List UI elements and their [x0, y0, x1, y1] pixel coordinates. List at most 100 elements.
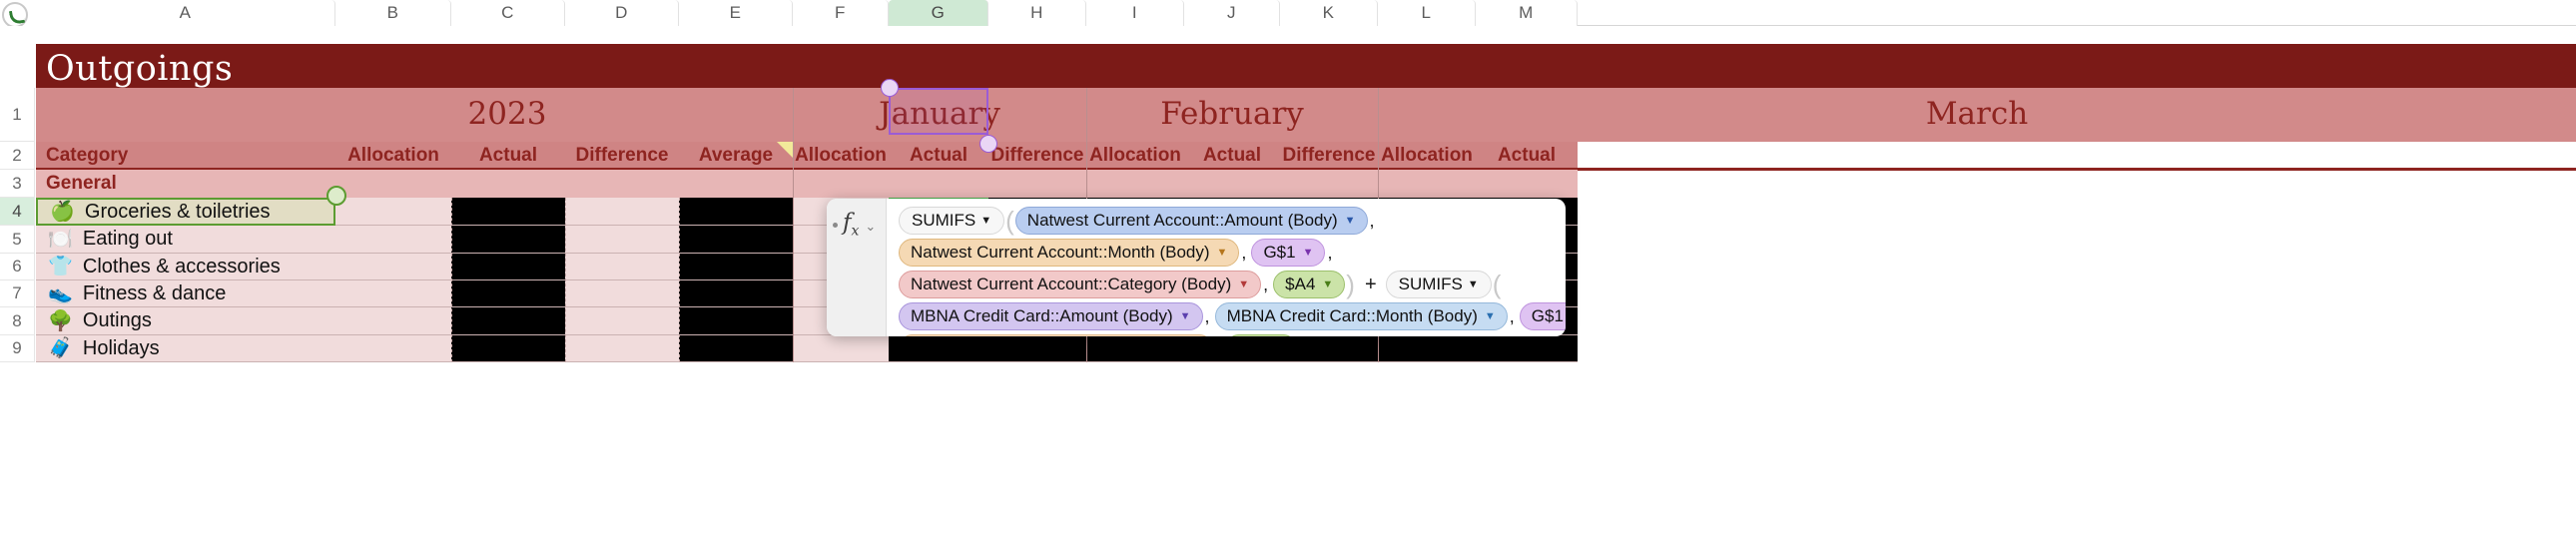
formula-token-pill[interactable]: Natwest Current Account::Category (Body)…	[899, 271, 1262, 298]
redacted-value-cell[interactable]	[1086, 335, 1184, 362]
redacted-value-cell[interactable]	[679, 254, 793, 280]
redacted-value-cell[interactable]	[451, 198, 565, 226]
redacted-value-cell[interactable]	[679, 335, 793, 362]
formula-token-area[interactable]: SUMIFS ▼(Natwest Current Account::Amount …	[887, 199, 1566, 336]
value-cell[interactable]	[335, 280, 451, 307]
column-header-m[interactable]: M	[1476, 0, 1578, 26]
column-header-l[interactable]: L	[1378, 0, 1476, 26]
redacted-value-cell[interactable]	[451, 307, 565, 335]
row-header-9[interactable]: 9	[0, 335, 35, 362]
column-header-f[interactable]: F	[793, 0, 889, 26]
value-cell[interactable]	[565, 335, 679, 362]
formula-function-pill[interactable]: SUMIFS ▼	[899, 207, 1005, 235]
formula-function-pill[interactable]: SUMIFS ▼	[1385, 271, 1492, 298]
row-header-4[interactable]: 4	[0, 198, 35, 226]
column-header-i[interactable]: I	[1086, 0, 1184, 26]
value-cell[interactable]	[335, 198, 451, 226]
redacted-value-cell[interactable]	[679, 307, 793, 335]
formula-token-pill[interactable]: $A4▼	[1224, 334, 1298, 336]
token-dropdown-caret-icon[interactable]: ▼	[1484, 309, 1496, 322]
redacted-value-cell[interactable]	[451, 254, 565, 280]
group-row-cell[interactable]	[1184, 170, 1280, 198]
row-header-2[interactable]: 2	[0, 142, 35, 170]
column-header-a[interactable]: A	[36, 0, 335, 26]
group-row-cell[interactable]	[793, 170, 889, 198]
redacted-value-cell[interactable]	[679, 198, 793, 226]
token-dropdown-caret-icon[interactable]: ▼	[1302, 246, 1314, 259]
sub-header-average[interactable]: Average	[679, 142, 793, 170]
formula-token-pill[interactable]: $A4▼	[1273, 271, 1346, 298]
sub-header-actual[interactable]: Actual	[1184, 142, 1280, 170]
column-header-b[interactable]: B	[335, 0, 451, 26]
redacted-value-cell[interactable]	[679, 280, 793, 307]
value-cell[interactable]	[565, 226, 679, 254]
row-header-8[interactable]: 8	[0, 307, 35, 335]
value-cell[interactable]	[335, 226, 451, 254]
formula-token-pill[interactable]: G$1▼	[1251, 239, 1326, 267]
sub-header-allocation[interactable]: Allocation	[335, 142, 451, 170]
category-cell-3[interactable]: 👟 Fitness & dance	[36, 280, 335, 307]
token-dropdown-caret-icon[interactable]: ▼	[1322, 278, 1334, 290]
selection-handle-bottom-right[interactable]	[979, 135, 997, 153]
token-dropdown-caret-icon[interactable]: ▼	[1238, 278, 1250, 290]
group-row-cell[interactable]	[679, 170, 793, 198]
function-dropdown-caret-icon[interactable]: ▼	[1467, 278, 1479, 290]
row-selection-handle[interactable]	[326, 186, 346, 206]
value-cell[interactable]	[335, 335, 451, 362]
row-header-1[interactable]: 1	[0, 88, 35, 142]
group-row-label-cell[interactable]: General	[36, 170, 335, 198]
formula-token-pill[interactable]: MBNA Credit Card::Category (Body)▼	[899, 334, 1213, 336]
token-dropdown-caret-icon[interactable]: ▼	[1344, 214, 1356, 227]
group-header-january[interactable]: January	[793, 88, 1086, 142]
column-header-g[interactable]: G	[889, 0, 988, 26]
formula-token-pill[interactable]: MBNA Credit Card::Amount (Body) ▼	[899, 302, 1203, 330]
category-cell-1[interactable]: 🍽️ Eating out	[36, 226, 335, 254]
redacted-value-cell[interactable]	[1378, 335, 1476, 362]
value-cell[interactable]	[793, 335, 889, 362]
sub-header-category[interactable]: Category	[36, 142, 335, 170]
group-row-cell[interactable]	[1476, 170, 1578, 198]
column-header-k[interactable]: K	[1280, 0, 1378, 26]
group-row-cell[interactable]	[1378, 170, 1476, 198]
group-row-cell[interactable]	[1280, 170, 1378, 198]
january-cell-selection[interactable]	[889, 88, 988, 135]
category-cell-0[interactable]: 🍏 Groceries & toiletries	[36, 198, 335, 226]
column-header-h[interactable]: H	[988, 0, 1086, 26]
row-header-3[interactable]: 3	[0, 170, 35, 198]
token-dropdown-caret-icon[interactable]: ▼	[1179, 309, 1191, 322]
sub-header-actual[interactable]: Actual	[1476, 142, 1578, 170]
formula-editor-popup[interactable]: fx ⌄ SUMIFS ▼(Natwest Current Account::Am…	[827, 199, 1566, 336]
group-header-march[interactable]: March	[1378, 88, 2576, 142]
sub-header-difference[interactable]: Difference	[565, 142, 679, 170]
formula-token-pill[interactable]: G$1▼	[1519, 302, 1566, 330]
group-header-february[interactable]: February	[1086, 88, 1378, 142]
formula-token-pill[interactable]: MBNA Credit Card::Month (Body) ▼	[1214, 302, 1508, 330]
sub-header-difference[interactable]: Difference	[988, 142, 1086, 170]
sub-header-actual[interactable]: Actual	[889, 142, 988, 170]
chevron-down-icon[interactable]: ⌄	[865, 219, 877, 234]
sub-header-actual[interactable]: Actual	[451, 142, 565, 170]
comment-flag-icon[interactable]	[777, 142, 793, 158]
row-header-5[interactable]: 5	[0, 226, 35, 254]
category-cell-4[interactable]: 🌳 Outings	[36, 307, 335, 335]
category-cell-2[interactable]: 👕 Clothes & accessories	[36, 254, 335, 280]
column-header-d[interactable]: D	[565, 0, 679, 26]
row-header-7[interactable]: 7	[0, 280, 35, 307]
column-header-j[interactable]: J	[1184, 0, 1280, 26]
sheet-corner[interactable]	[0, 0, 36, 28]
redacted-value-cell[interactable]	[451, 335, 565, 362]
column-header-e[interactable]: E	[679, 0, 793, 26]
token-dropdown-caret-icon[interactable]: ▼	[1216, 246, 1228, 259]
value-cell[interactable]	[565, 254, 679, 280]
value-cell[interactable]	[565, 198, 679, 226]
redacted-value-cell[interactable]	[679, 226, 793, 254]
group-row-cell[interactable]	[565, 170, 679, 198]
group-row-cell[interactable]	[451, 170, 565, 198]
redacted-value-cell[interactable]	[1280, 335, 1378, 362]
redacted-value-cell[interactable]	[451, 280, 565, 307]
value-cell[interactable]	[565, 280, 679, 307]
category-cell-5[interactable]: 🧳 Holidays	[36, 335, 335, 362]
group-row-cell[interactable]	[1086, 170, 1184, 198]
formula-token-pill[interactable]: Natwest Current Account::Month (Body) ▼	[899, 239, 1240, 267]
value-cell[interactable]	[565, 307, 679, 335]
